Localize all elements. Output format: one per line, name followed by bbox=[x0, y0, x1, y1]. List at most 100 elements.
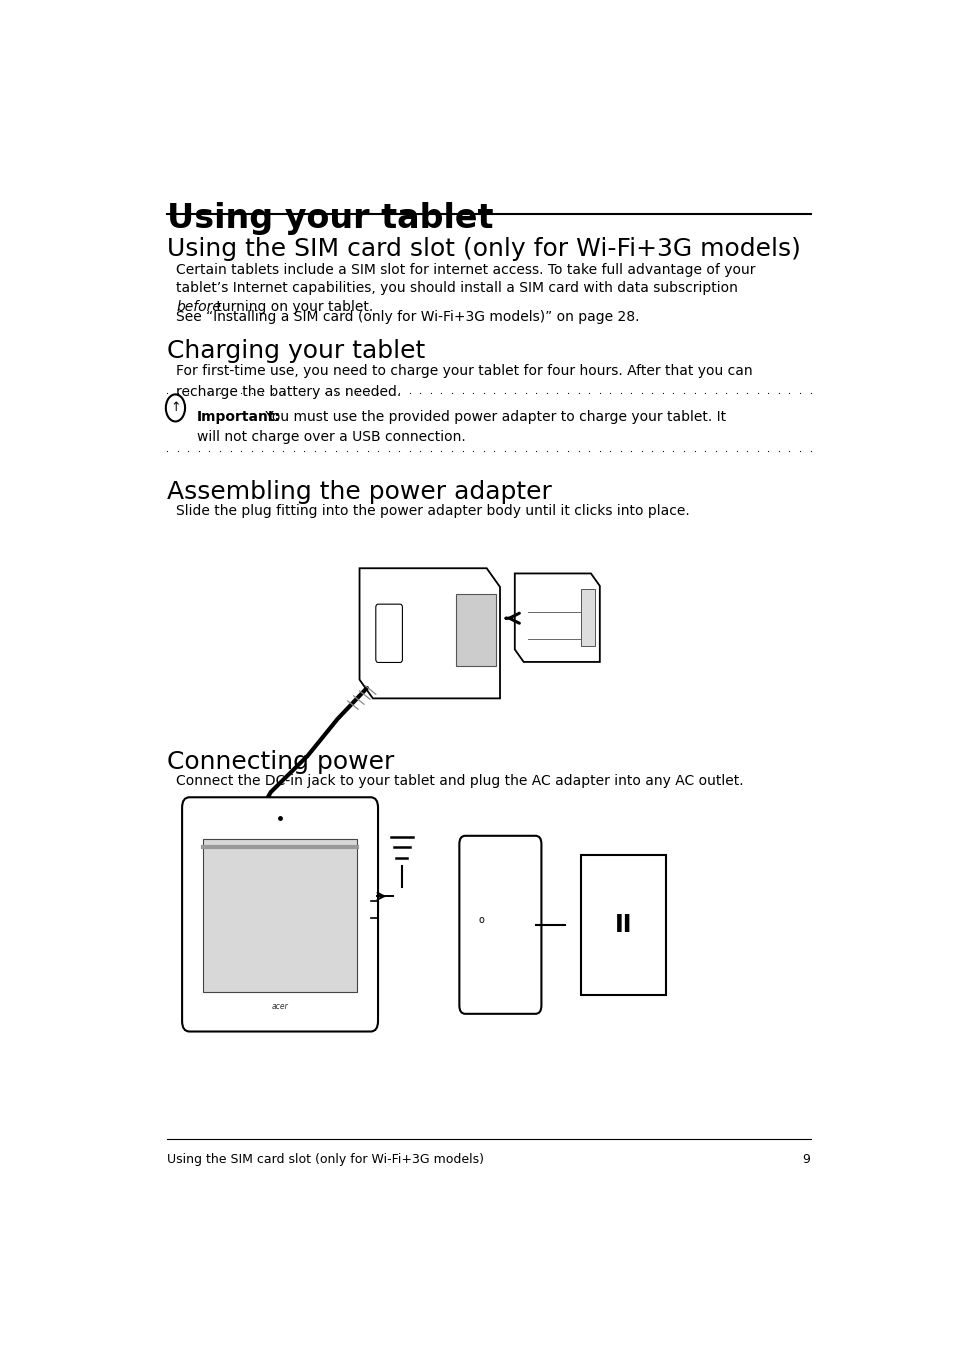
Point bbox=[781, 383, 797, 404]
Point bbox=[392, 439, 407, 461]
Point bbox=[159, 383, 174, 404]
Point bbox=[802, 383, 818, 404]
Text: acer: acer bbox=[272, 1002, 288, 1011]
Point bbox=[392, 383, 407, 404]
Text: before: before bbox=[176, 300, 221, 314]
Text: II: II bbox=[615, 913, 632, 937]
Point bbox=[739, 439, 754, 461]
Point bbox=[223, 439, 238, 461]
Point bbox=[296, 383, 312, 404]
Point bbox=[202, 439, 217, 461]
FancyBboxPatch shape bbox=[375, 604, 402, 662]
Point bbox=[402, 439, 417, 461]
Polygon shape bbox=[515, 573, 599, 662]
Point bbox=[244, 439, 259, 461]
Point bbox=[180, 383, 195, 404]
Point bbox=[570, 383, 585, 404]
Point bbox=[476, 383, 491, 404]
Text: Certain tablets include a SIM slot for internet access. To take full advantage o: Certain tablets include a SIM slot for i… bbox=[176, 264, 755, 277]
Point bbox=[528, 439, 543, 461]
Point bbox=[423, 439, 438, 461]
Point bbox=[613, 383, 628, 404]
Point bbox=[517, 383, 533, 404]
Point bbox=[349, 383, 364, 404]
Point bbox=[760, 439, 775, 461]
Point bbox=[634, 383, 649, 404]
Point bbox=[760, 383, 775, 404]
FancyBboxPatch shape bbox=[182, 798, 377, 1032]
Point bbox=[286, 383, 301, 404]
Point bbox=[697, 383, 712, 404]
Point bbox=[655, 439, 670, 461]
Point bbox=[434, 383, 449, 404]
Point bbox=[202, 383, 217, 404]
Point bbox=[781, 439, 797, 461]
Point bbox=[486, 439, 501, 461]
Point bbox=[792, 383, 807, 404]
Point bbox=[159, 439, 174, 461]
Text: 9: 9 bbox=[801, 1153, 810, 1167]
Point bbox=[192, 439, 207, 461]
Point bbox=[538, 383, 554, 404]
Point bbox=[307, 439, 322, 461]
Point bbox=[338, 439, 354, 461]
Bar bbox=[580, 589, 594, 646]
Point bbox=[413, 383, 428, 404]
Point bbox=[233, 439, 249, 461]
Text: o: o bbox=[478, 914, 484, 925]
Point bbox=[644, 383, 659, 404]
Point bbox=[728, 383, 743, 404]
Point bbox=[749, 383, 764, 404]
Point bbox=[338, 383, 354, 404]
Point bbox=[359, 383, 375, 404]
Point bbox=[349, 439, 364, 461]
Bar bbox=[580, 854, 665, 995]
Point bbox=[623, 439, 639, 461]
Point bbox=[444, 383, 459, 404]
Point bbox=[213, 439, 228, 461]
Point bbox=[634, 439, 649, 461]
Point bbox=[770, 383, 785, 404]
Point bbox=[697, 439, 712, 461]
Point bbox=[718, 439, 733, 461]
Point bbox=[402, 383, 417, 404]
Point bbox=[517, 439, 533, 461]
Text: tablet’s Internet capabilities, you should install a SIM card with data subscrip: tablet’s Internet capabilities, you shou… bbox=[176, 281, 738, 296]
Point bbox=[538, 439, 554, 461]
Point bbox=[718, 383, 733, 404]
Text: For first-time use, you need to charge your tablet for four hours. After that yo: For first-time use, you need to charge y… bbox=[176, 364, 752, 399]
Point bbox=[665, 439, 680, 461]
Point bbox=[434, 439, 449, 461]
Point bbox=[549, 383, 564, 404]
Point bbox=[707, 383, 722, 404]
Point bbox=[455, 383, 470, 404]
Point bbox=[359, 439, 375, 461]
Text: ↑: ↑ bbox=[170, 402, 180, 415]
Point bbox=[676, 439, 691, 461]
Point bbox=[465, 439, 480, 461]
Point bbox=[749, 439, 764, 461]
Point bbox=[213, 383, 228, 404]
Point bbox=[170, 383, 185, 404]
Point bbox=[559, 383, 575, 404]
Point bbox=[370, 439, 385, 461]
Text: Charging your tablet: Charging your tablet bbox=[167, 339, 425, 364]
Point bbox=[192, 383, 207, 404]
Text: Important:: Important: bbox=[196, 410, 280, 425]
Point bbox=[370, 383, 385, 404]
Bar bbox=[203, 838, 357, 992]
Point bbox=[275, 439, 291, 461]
Point bbox=[728, 439, 743, 461]
Point bbox=[497, 383, 512, 404]
Point bbox=[380, 439, 395, 461]
Text: Assembling the power adapter: Assembling the power adapter bbox=[167, 480, 552, 504]
Point bbox=[613, 439, 628, 461]
Point bbox=[644, 439, 659, 461]
Point bbox=[507, 383, 522, 404]
Point bbox=[581, 439, 597, 461]
Point bbox=[655, 383, 670, 404]
Point bbox=[317, 383, 333, 404]
Text: Connect the DC-in jack to your tablet and plug the AC adapter into any AC outlet: Connect the DC-in jack to your tablet an… bbox=[176, 775, 743, 788]
Point bbox=[413, 439, 428, 461]
Point bbox=[686, 439, 701, 461]
